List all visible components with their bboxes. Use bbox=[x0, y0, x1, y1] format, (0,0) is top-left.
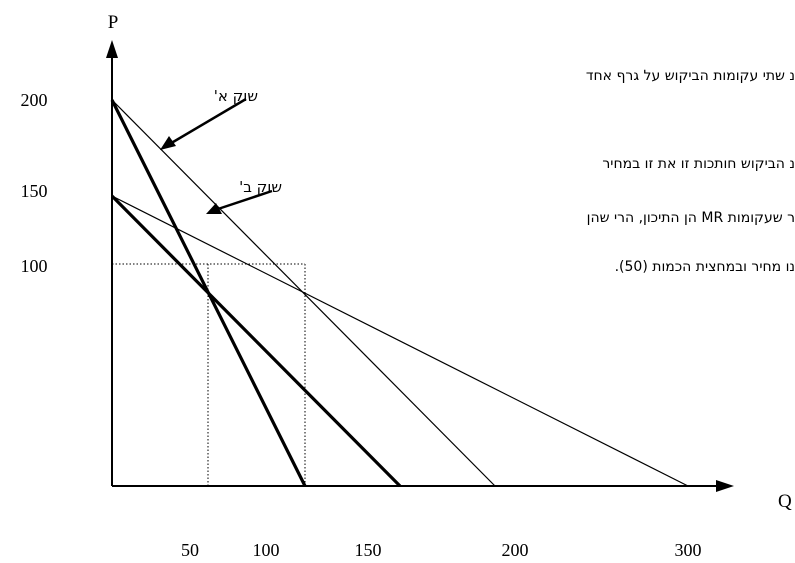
x-tick-100: 100 bbox=[253, 540, 280, 560]
pointer-market-a-head bbox=[160, 136, 176, 150]
text-line-2: נ הביקוש חותכות זו את זו במחיר bbox=[602, 156, 795, 172]
pointer-market-a bbox=[167, 97, 247, 147]
label-market-b: שוק ב' bbox=[239, 178, 282, 196]
x-tick-200: 200 bbox=[502, 540, 529, 560]
pointer-market-b bbox=[214, 189, 273, 212]
label-market-a: שוק א' bbox=[214, 87, 258, 105]
y-axis-label: P bbox=[108, 12, 119, 33]
y-tick-200: 200 bbox=[21, 90, 48, 110]
y-axis-arrow bbox=[106, 40, 118, 58]
y-tick-150: 150 bbox=[21, 181, 48, 201]
x-axis-arrow bbox=[716, 480, 734, 492]
pointer-market-b-head bbox=[206, 203, 222, 214]
x-tick-300: 300 bbox=[675, 540, 702, 560]
mr-curve-market-b bbox=[110, 194, 402, 488]
x-tick-150: 150 bbox=[355, 540, 382, 560]
demand-curve-market-b bbox=[111, 195, 689, 487]
text-line-3: ר שעקומות MR הן התיכון, הרי שהן bbox=[587, 210, 795, 226]
x-tick-50: 50 bbox=[181, 540, 199, 560]
text-line-1: נ שתי עקומות הביקוש על גרף אחד bbox=[586, 68, 795, 84]
y-tick-100: 100 bbox=[21, 256, 48, 276]
x-axis-label: Q bbox=[778, 491, 792, 512]
text-line-4: נו מחיר ובמחצית הכמות (50). bbox=[615, 259, 795, 275]
